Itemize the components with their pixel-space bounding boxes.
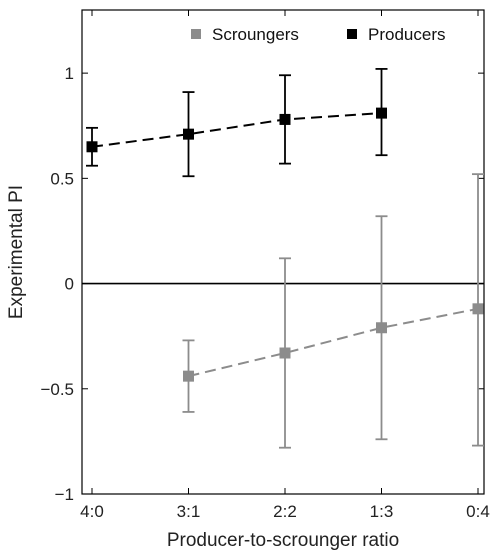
y-axis-title: Experimental PI — [6, 185, 27, 319]
producers-data-point — [279, 113, 291, 125]
x-axis-title: Producer-to-scrounger ratio — [167, 530, 399, 551]
plot-frame — [81, 9, 485, 495]
x-tick-label: 0:4 — [466, 502, 490, 521]
scroungers-series-line — [188, 307, 479, 378]
producers-data-point — [183, 128, 194, 140]
legend-producers-marker — [347, 29, 357, 39]
legend-scroungers-marker — [191, 29, 201, 39]
producers-data-point — [86, 141, 98, 153]
y-tick-label: 0 — [65, 275, 74, 294]
producers-data-point — [376, 107, 387, 119]
x-tick-label: 1:3 — [370, 502, 394, 521]
legend-producers-label: Producers — [368, 25, 445, 44]
scroungers-data-point — [472, 303, 484, 315]
legend-scroungers-label: Scroungers — [212, 25, 299, 44]
x-tick-label: 2:2 — [273, 502, 297, 521]
plot-area: 1 0.5 0 −0.5 −1 4:0 3:1 2:2 1:3 0:4 — [40, 9, 490, 521]
x-tick-label: 4:0 — [80, 502, 104, 521]
scroungers-data-point — [183, 370, 194, 382]
legend: Scroungers Producers — [191, 25, 445, 44]
y-tick-label: −0.5 — [40, 380, 74, 399]
scroungers-data-point — [279, 347, 291, 359]
scroungers-data-point — [376, 322, 387, 334]
y-tick-label: 1 — [65, 64, 74, 83]
y-tick-label: 0.5 — [50, 169, 74, 188]
producers-series-line — [91, 112, 382, 148]
y-tick-label: −1 — [55, 485, 74, 504]
x-tick-label: 3:1 — [177, 502, 201, 521]
